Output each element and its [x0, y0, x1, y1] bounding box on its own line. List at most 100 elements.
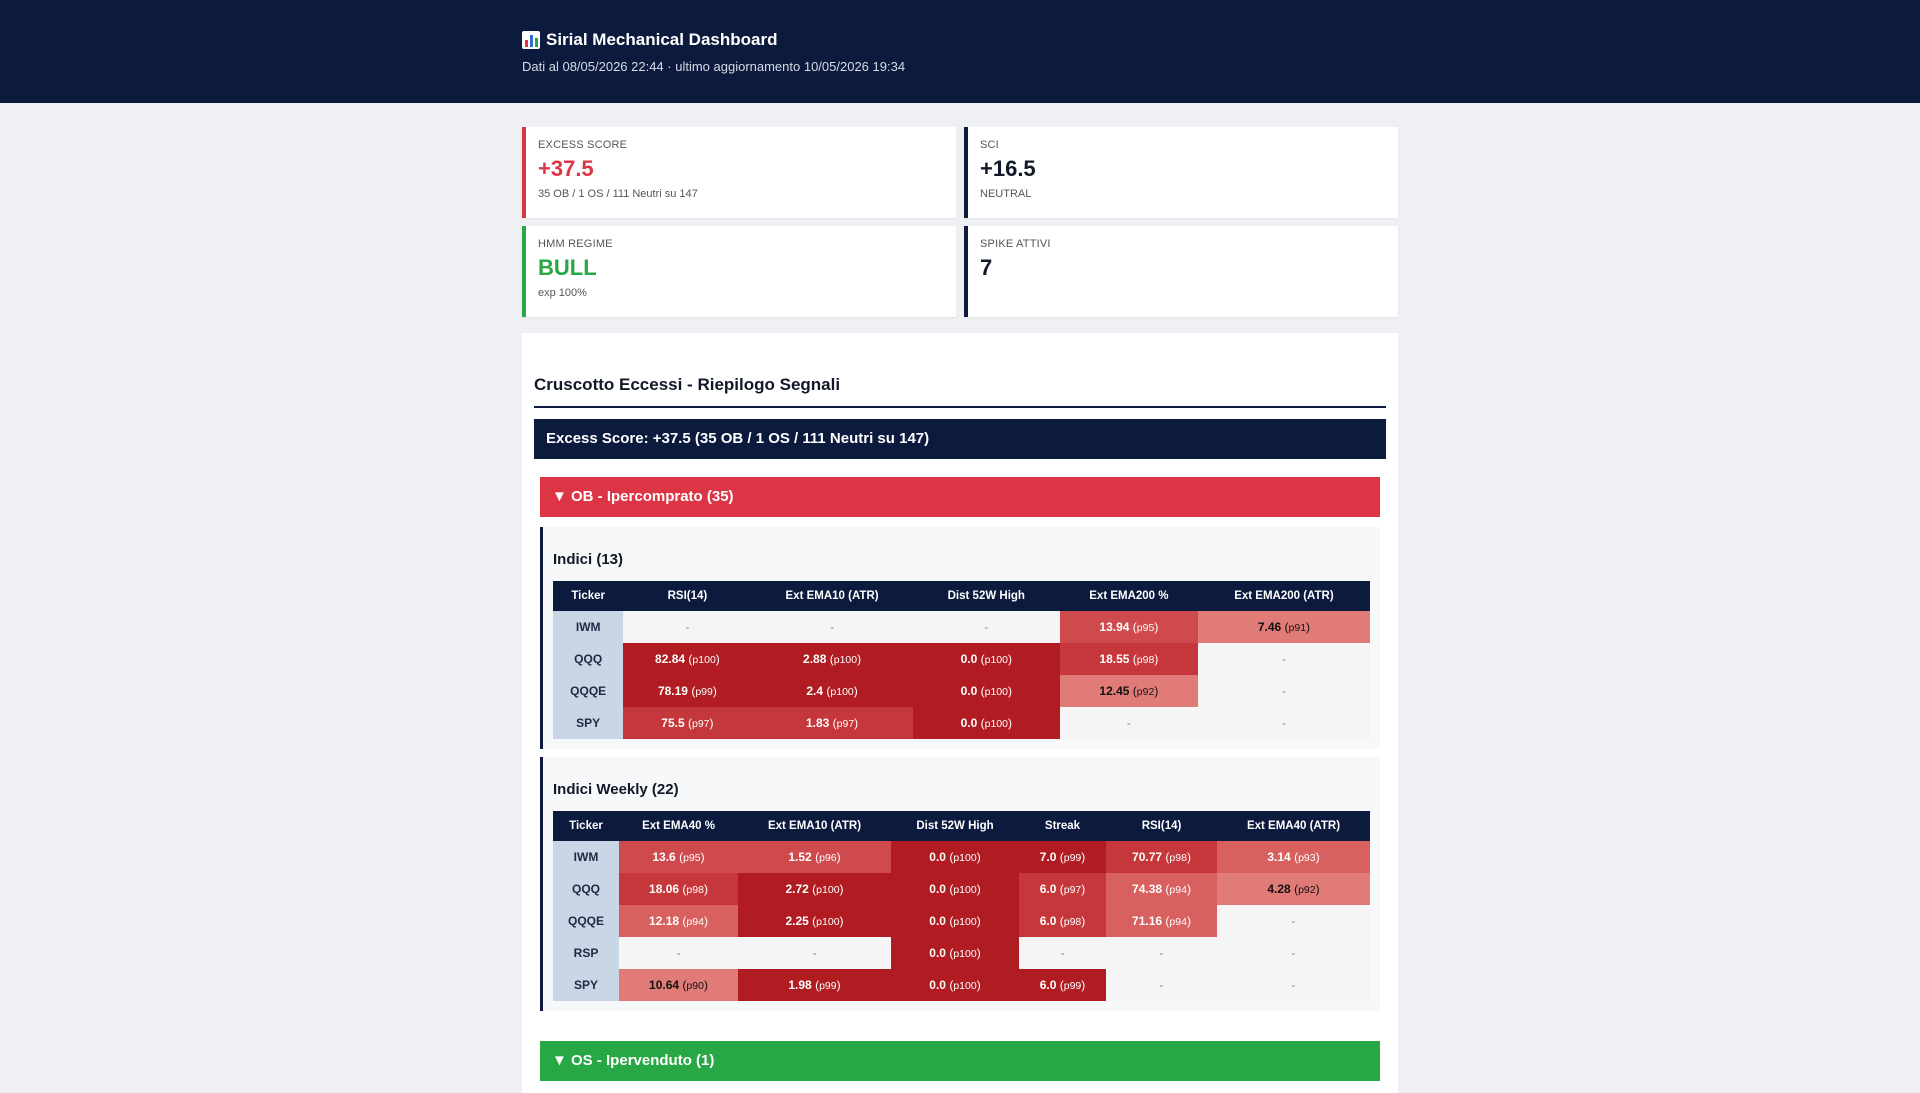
metric-value: 12.18	[649, 914, 680, 928]
metric-percentile: p94	[686, 916, 704, 928]
table-row: QQQE 78.19 (p99) 2.4 (p100) 0.0 (p100) 12.45…	[553, 675, 1370, 707]
metric-cell: -	[1019, 937, 1106, 969]
ticker-cell: SPY	[553, 707, 624, 739]
table-header-row: Ticker RSI(14) Ext EMA10 (ATR) Dist 52W Hig…	[553, 581, 1370, 611]
metric-cell: -	[738, 937, 891, 969]
metric-value: 6.0	[1039, 914, 1057, 928]
metric-cell: 6.0 (p97)	[1019, 873, 1106, 905]
metric-cell: -	[1217, 969, 1370, 1001]
metric-cell: 0.0 (p100)	[912, 675, 1060, 707]
indici-weekly-section: Indici Weekly (22) Ticker Ext EMA40 % Ext …	[540, 757, 1380, 1011]
column-header: Dist 52W High	[891, 811, 1019, 841]
ticker-cell: QQQ	[553, 643, 624, 675]
ticker-cell: RSP	[553, 937, 619, 969]
metric-percentile: p100	[953, 852, 977, 864]
metric-cell: 13.94 (p95)	[1059, 611, 1198, 643]
metric-value: 0.0	[960, 684, 978, 698]
indici-weekly-table: Ticker Ext EMA40 % Ext EMA10 (ATR) Dist 52W…	[553, 811, 1370, 1001]
metric-value: 12.45	[1099, 684, 1130, 698]
metric-cell: -	[751, 611, 913, 643]
metric-cell: 75.5 (p97)	[623, 707, 752, 739]
ticker-cell: IWM	[553, 841, 619, 873]
ticker-cell: QQQE	[553, 675, 624, 707]
data-timestamp: Dati al 08/05/2026 22:44 · ultimo aggior…	[522, 59, 906, 74]
metric-value: 78.19	[657, 684, 688, 698]
metric-value: 82.84	[655, 652, 686, 666]
metric-value: 4.28	[1267, 882, 1291, 896]
metric-value: 1.83	[805, 716, 830, 730]
metric-percentile: p91	[1288, 622, 1307, 634]
metric-percentile: p98	[1136, 654, 1155, 666]
metric-percentile: p90	[686, 980, 704, 992]
column-header: Ext EMA200 (ATR)	[1197, 581, 1370, 611]
panel-title: Cruscotto Eccessi - Riepilogo Segnali	[534, 375, 1386, 408]
excess-score-card: EXCESS SCORE +37.5 35 OB / 1 OS / 111 Ne…	[522, 127, 956, 218]
table-row: QQQ 18.06 (p98) 2.72 (p100) 0.0 (p100) 6.0 (…	[553, 873, 1370, 905]
card-note: 35 OB / 1 OS / 111 Neutri su 147	[538, 188, 698, 200]
metric-percentile: p100	[953, 884, 977, 896]
ob-group-toggle[interactable]: ▼ OB - Ipercomprato (35)	[540, 477, 1380, 517]
metric-value: 0.0	[960, 716, 978, 730]
section-title: Indici Weekly (22)	[553, 781, 679, 798]
metric-cell: 1.52 (p96)	[738, 841, 891, 873]
section-title: Indici (13)	[553, 551, 624, 568]
column-header: Ticker	[553, 581, 624, 611]
metric-cell: 7.46 (p91)	[1197, 611, 1370, 643]
metric-cell: 12.18 (p94)	[619, 905, 738, 937]
metric-percentile: p98	[1169, 852, 1187, 864]
metric-percentile: p98	[686, 884, 704, 896]
table-row: QQQ 82.84 (p100) 2.88 (p100) 0.0 (p100) 18.5…	[553, 643, 1370, 675]
metric-value: 3.14	[1267, 850, 1291, 864]
column-header: Dist 52W High	[912, 581, 1060, 611]
card-label: SPIKE ATTIVI	[980, 238, 1051, 250]
metric-cell: 2.88 (p100)	[751, 643, 913, 675]
column-header: Ext EMA40 (ATR)	[1217, 811, 1370, 841]
metric-value: 2.4	[806, 684, 824, 698]
ticker-cell: QQQ	[553, 873, 619, 905]
ticker-cell: IWM	[553, 611, 624, 643]
spike-card: SPIKE ATTIVI 7	[964, 226, 1398, 317]
column-header: Ticker	[553, 811, 619, 841]
metric-percentile: p100	[984, 654, 1008, 666]
column-header: RSI(14)	[1106, 811, 1217, 841]
excess-score-bar: Excess Score: +37.5 (35 OB / 1 OS / 111 …	[534, 419, 1386, 459]
card-value: +16.5	[980, 156, 1036, 181]
metric-percentile: p100	[830, 686, 854, 698]
metric-percentile: p99	[695, 686, 713, 698]
metric-cell: 0.0 (p100)	[912, 643, 1060, 675]
card-value: +37.5	[538, 156, 594, 181]
metric-cell: 2.25 (p100)	[738, 905, 891, 937]
metric-percentile: p100	[953, 916, 977, 928]
column-header: Streak	[1019, 811, 1106, 841]
metric-percentile: p99	[1063, 852, 1082, 864]
metric-cell: 13.6 (p95)	[619, 841, 738, 873]
metric-value: 7.46	[1257, 620, 1282, 634]
metric-value: 75.5	[661, 716, 685, 730]
bar-chart-icon	[522, 31, 540, 49]
metric-cell: 82.84 (p100)	[623, 643, 752, 675]
metric-cell: 4.28 (p92)	[1217, 873, 1370, 905]
metric-cell: 12.45 (p92)	[1059, 675, 1198, 707]
card-label: HMM REGIME	[538, 238, 613, 250]
card-label: SCI	[980, 139, 999, 151]
metric-cell: -	[1217, 937, 1370, 969]
metric-percentile: p100	[833, 654, 858, 666]
metric-value: 1.98	[788, 978, 812, 992]
metric-cell: 2.4 (p100)	[751, 675, 913, 707]
column-header: Ext EMA10 (ATR)	[751, 581, 913, 611]
os-group-toggle[interactable]: ▼ OS - Ipervenduto (1)	[540, 1041, 1380, 1081]
metric-cell: 0.0 (p100)	[891, 873, 1019, 905]
metric-value: 0.0	[929, 946, 946, 960]
card-label: EXCESS SCORE	[538, 139, 628, 151]
metric-cell: 18.55 (p98)	[1059, 643, 1198, 675]
metric-cell: -	[1217, 905, 1370, 937]
metric-cell: 6.0 (p99)	[1019, 969, 1106, 1001]
metric-cell: -	[1197, 675, 1370, 707]
metric-value: 13.6	[652, 850, 676, 864]
metric-value: 18.06	[649, 882, 680, 896]
metric-cell: 1.83 (p97)	[751, 707, 913, 739]
metric-cell: 2.72 (p100)	[738, 873, 891, 905]
metric-cell: 0.0 (p100)	[891, 969, 1019, 1001]
metric-percentile: p100	[692, 654, 716, 666]
app-title-row: Sirial Mechanical Dashboard	[522, 30, 905, 50]
